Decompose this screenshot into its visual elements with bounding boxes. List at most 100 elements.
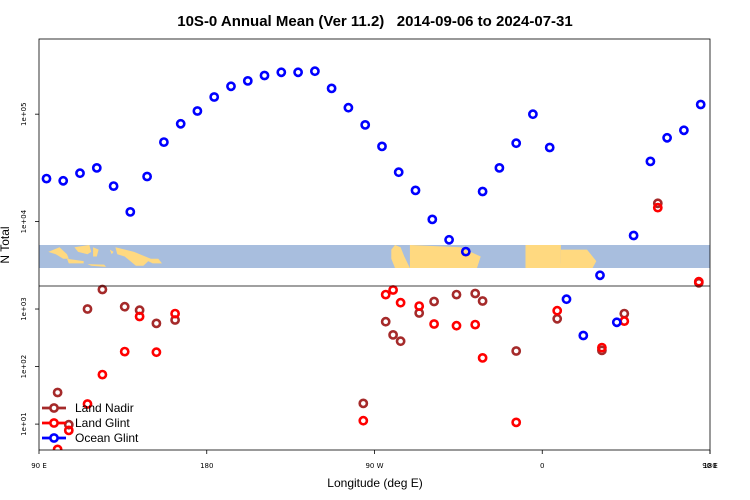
y-tick-label: 1e+01 xyxy=(20,412,28,436)
land-glint-point xyxy=(97,369,108,380)
ocean-glint-point xyxy=(393,167,404,178)
x-tick-label: 90 E xyxy=(31,462,47,470)
y-tick-label: 1e+03 xyxy=(20,297,28,321)
x-tick-label: 90 W xyxy=(365,462,383,470)
land-nadir-point xyxy=(729,427,736,434)
ocean-glint-point xyxy=(309,66,320,77)
land-glint-point xyxy=(414,301,425,311)
ocean-glint-point xyxy=(714,89,721,96)
ocean-glint-point xyxy=(561,294,572,305)
land-nadir-legend-label: Land Nadir xyxy=(75,401,134,415)
ocean-glint-point xyxy=(343,102,354,113)
ocean-glint-point xyxy=(528,109,538,120)
land-nadir-point xyxy=(380,316,391,327)
land-nadir-point xyxy=(511,346,522,356)
land-glint-point xyxy=(170,308,180,319)
land-glint-legend-marker xyxy=(49,418,59,428)
land-glint-point xyxy=(52,444,63,450)
ocean-glint-point xyxy=(662,132,672,143)
x-tick-label: 0 xyxy=(540,462,544,470)
ocean-glint-point xyxy=(158,137,169,147)
ocean-glint-legend-label: Ocean Glint xyxy=(75,431,139,445)
ocean-glint-point xyxy=(377,141,387,152)
land-nadir-point xyxy=(97,284,108,295)
land-nadir-point xyxy=(395,336,406,347)
ocean-glint-point xyxy=(494,162,505,173)
ocean-glint-point xyxy=(544,142,555,153)
ocean-glint-point xyxy=(444,234,454,245)
plot-frame xyxy=(38,38,711,451)
land-nadir-point xyxy=(470,288,481,299)
ocean-glint-legend-marker xyxy=(49,433,59,443)
land-glint-point xyxy=(395,297,406,308)
land-shape xyxy=(93,247,99,257)
land-glint-point xyxy=(358,415,369,426)
ocean-glint-point xyxy=(595,270,605,281)
ocean-glint-point xyxy=(731,81,738,88)
ocean-glint-point xyxy=(695,99,706,110)
ocean-glint-point xyxy=(326,83,337,94)
data-points xyxy=(41,66,738,450)
ocean-glint-point xyxy=(125,206,136,217)
land-glint-point xyxy=(151,347,162,358)
land-shape xyxy=(109,249,114,255)
x-tick-label: 180 xyxy=(200,462,213,470)
land-nadir-point xyxy=(652,198,663,209)
y-tick-label: 1e+04 xyxy=(20,209,28,233)
land-nadir-point xyxy=(151,318,162,329)
ocean-glint-point xyxy=(611,317,622,328)
ocean-glint-point xyxy=(41,173,52,184)
land-shape xyxy=(525,245,565,268)
ocean-glint-point xyxy=(293,67,303,78)
land-nadir-point xyxy=(429,296,439,307)
land-shape xyxy=(719,247,740,258)
land-nadir-point xyxy=(82,304,93,314)
ocean-glint-point xyxy=(242,76,253,86)
land-nadir-point xyxy=(451,289,462,300)
land-glint-point xyxy=(388,285,398,295)
land-nadir-point xyxy=(358,398,369,409)
land-shape xyxy=(745,245,750,254)
land-glint-point xyxy=(477,352,488,363)
ocean-glint-point xyxy=(511,138,522,149)
land-shape xyxy=(67,258,84,264)
x-tick-label: 90 E xyxy=(702,462,718,470)
ocean-glint-point xyxy=(679,125,689,136)
y-tick-label: 1e+02 xyxy=(20,355,28,379)
y-tick-label: 1e+05 xyxy=(20,102,28,126)
ocean-glint-point xyxy=(628,230,639,241)
land-shape xyxy=(48,247,69,259)
land-shape xyxy=(87,264,107,267)
ocean-glint-point xyxy=(192,106,203,116)
land-shape xyxy=(115,247,151,266)
x-tick-label: 180 xyxy=(703,462,716,470)
ocean-glint-point xyxy=(209,92,220,102)
land-glint-point xyxy=(511,417,522,428)
land-nadir-point xyxy=(63,419,74,430)
land-nadir-point xyxy=(52,387,63,398)
land-glint-point xyxy=(597,342,607,353)
ocean-glint-point xyxy=(259,70,270,81)
land-shape xyxy=(143,258,162,264)
land-glint-point xyxy=(552,305,563,316)
land-glint-point xyxy=(134,311,145,322)
ocean-glint-point xyxy=(226,81,236,92)
land-glint-legend-label: Land Glint xyxy=(75,416,130,430)
land-glint-point xyxy=(470,319,481,330)
y-axis-label: N Total xyxy=(0,226,12,263)
land-nadir-point xyxy=(119,301,130,312)
land-shape xyxy=(74,245,92,255)
land-glint-point xyxy=(619,316,630,326)
land-glint-point xyxy=(380,289,391,300)
ocean-glint-point xyxy=(58,175,69,186)
ocean-glint-point xyxy=(276,67,287,78)
land-glint-point xyxy=(119,346,130,357)
land-glint-point xyxy=(429,319,439,329)
world-map-band xyxy=(39,245,750,268)
ocean-glint-point xyxy=(142,171,152,182)
ocean-glint-point xyxy=(427,214,438,225)
ocean-glint-point xyxy=(477,186,488,197)
chart-title: 10S-0 Annual Mean (Ver 11.2) 2014-09-06 … xyxy=(177,13,572,30)
